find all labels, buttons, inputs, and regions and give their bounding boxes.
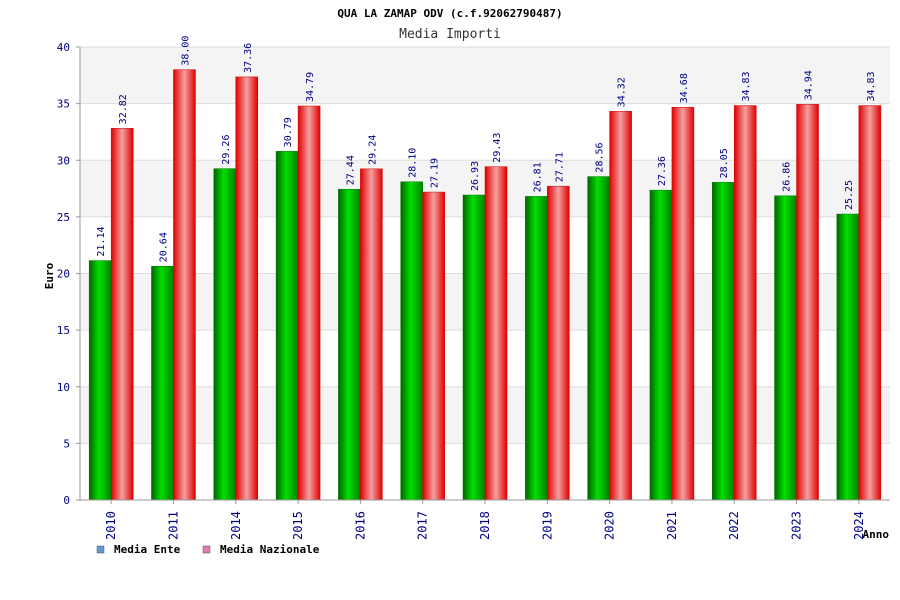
y-tick-label: 10 [57, 381, 70, 394]
y-tick-label: 40 [57, 41, 70, 54]
data-label-media-ente: 27.44 [345, 155, 356, 185]
bar-media-nazionale [297, 105, 321, 501]
data-label-media-ente: 28.05 [719, 148, 730, 178]
x-tick-label: 2019 [540, 511, 554, 540]
x-tick-label: 2014 [229, 511, 243, 540]
data-label-media-nazionale: 32.82 [118, 94, 129, 124]
x-tick-label: 2021 [665, 511, 679, 540]
bar-media-ente [213, 168, 237, 501]
chart-title: QUA LA ZAMAP ODV (c.f.92062790487) [337, 7, 562, 20]
bar-media-nazionale [858, 105, 882, 501]
bar-media-nazionale [733, 105, 757, 501]
legend-swatch-media-ente [96, 545, 105, 554]
bar-media-nazionale [422, 191, 445, 501]
data-label-media-ente: 25.25 [844, 180, 855, 210]
y-tick-label: 5 [63, 437, 70, 450]
y-axis-ticks: 0 5 10 15 20 25 30 35 40 [57, 41, 80, 507]
data-label-media-nazionale: 34.32 [617, 77, 628, 107]
bar-media-nazionale [360, 168, 383, 501]
data-label-media-ente: 30.79 [283, 117, 294, 147]
x-tick-label: 2018 [478, 511, 492, 540]
plot-band [80, 47, 890, 104]
data-label-media-ente: 26.86 [782, 162, 793, 192]
bar-media-ente [400, 181, 423, 501]
data-label-media-ente: 27.36 [657, 156, 668, 186]
bar-media-ente [774, 195, 797, 501]
bar-media-nazionale [173, 69, 196, 501]
data-label-media-nazionale: 34.79 [305, 72, 316, 102]
x-tick-label: 2023 [790, 511, 804, 540]
data-label-media-nazionale: 34.83 [741, 71, 752, 101]
bar-media-ente [711, 182, 735, 501]
bar-media-ente [462, 194, 486, 501]
bar-media-nazionale [235, 76, 259, 501]
legend-label-media-ente: Media Ente [114, 543, 181, 556]
x-tick-label: 2010 [104, 511, 118, 540]
y-tick-label: 20 [57, 268, 70, 281]
legend: Media Ente Media Nazionale [96, 543, 320, 556]
x-tick-label: 2024 [852, 511, 866, 540]
bar-media-nazionale [609, 111, 632, 501]
data-label-media-nazionale: 34.83 [866, 71, 877, 101]
data-label-media-ente: 20.64 [158, 232, 169, 262]
bar-media-ente [587, 176, 610, 501]
x-tick-label: 2011 [166, 511, 180, 540]
data-label-media-nazionale: 37.36 [243, 43, 254, 73]
x-axis-ticks: 2010 2011 2014 2015 2016 2017 2018 2019 2020 2021… [104, 500, 866, 540]
data-label-media-nazionale: 34.68 [679, 73, 690, 103]
bar-media-nazionale [110, 128, 134, 501]
bar-media-ente [338, 188, 361, 501]
bar-media-ente [151, 266, 174, 501]
y-tick-label: 25 [57, 211, 70, 224]
y-axis-label: Euro [43, 262, 56, 289]
data-label-media-nazionale: 38.00 [180, 36, 191, 66]
bar-media-ente [525, 196, 548, 501]
data-label-media-nazionale: 29.24 [367, 135, 378, 165]
bar-media-nazionale [671, 106, 695, 501]
legend-swatch-media-nazionale [202, 545, 211, 554]
data-label-media-nazionale: 27.71 [554, 152, 565, 182]
data-label-media-nazionale: 34.94 [804, 70, 815, 100]
x-tick-label: 2020 [603, 511, 617, 540]
y-tick-label: 0 [63, 494, 70, 507]
y-tick-label: 30 [57, 154, 70, 167]
data-label-media-ente: 28.56 [595, 142, 606, 172]
x-axis-label: Anno [863, 528, 890, 541]
x-tick-label: 2017 [416, 511, 430, 540]
x-tick-label: 2016 [353, 511, 367, 540]
chart-subtitle: Media Importi [399, 27, 501, 42]
bar-media-nazionale [484, 166, 508, 501]
data-label-media-ente: 26.81 [532, 162, 543, 192]
data-label-media-nazionale: 29.43 [492, 133, 503, 163]
data-label-media-ente: 28.10 [408, 148, 419, 178]
bar-media-ente [836, 213, 860, 501]
data-label-media-nazionale: 27.19 [430, 158, 441, 188]
data-label-media-ente: 21.14 [96, 226, 107, 256]
x-tick-label: 2022 [727, 511, 741, 540]
data-labels: 21.14 32.82 20.64 38.00 29.26 37.36 30.79 34.79… [96, 36, 877, 263]
data-label-media-ente: 26.93 [470, 161, 481, 191]
bar-media-nazionale [547, 185, 570, 501]
data-label-media-ente: 29.26 [221, 135, 232, 165]
legend-label-media-nazionale: Media Nazionale [220, 543, 320, 556]
bar-media-ente [275, 151, 299, 501]
y-tick-label: 35 [57, 98, 70, 111]
x-tick-label: 2015 [291, 511, 305, 540]
bar-media-ente [88, 260, 112, 501]
y-tick-label: 15 [57, 324, 70, 337]
bars [88, 69, 882, 501]
bar-media-nazionale [796, 104, 819, 501]
bar-media-ente [649, 189, 673, 501]
plot-band [80, 103, 890, 161]
